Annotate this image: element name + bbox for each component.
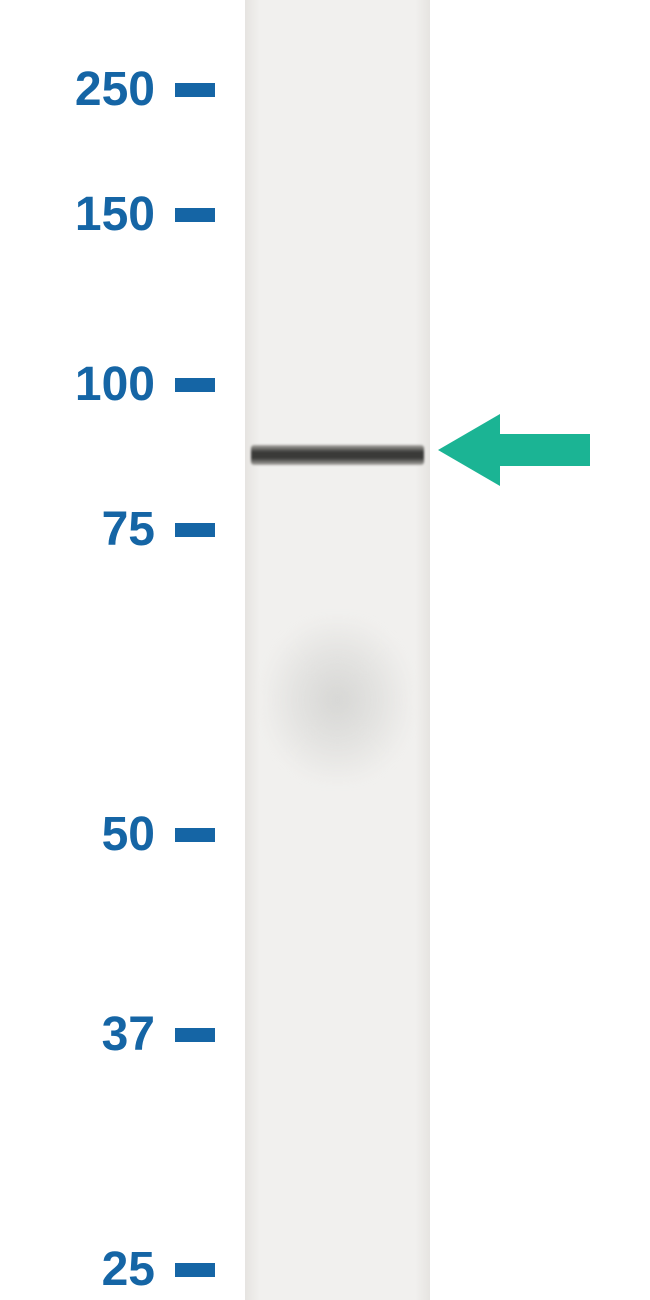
mw-label-37: 37 bbox=[102, 1007, 155, 1062]
mw-tick-75 bbox=[175, 523, 215, 537]
western-blot-figure: 250 150 100 75 50 37 25 bbox=[0, 0, 650, 1300]
mw-label-50: 50 bbox=[102, 807, 155, 862]
arrow-head-icon bbox=[438, 414, 500, 486]
mw-label-250: 250 bbox=[75, 62, 155, 117]
mw-tick-250 bbox=[175, 83, 215, 97]
mw-tick-37 bbox=[175, 1028, 215, 1042]
mw-tick-100 bbox=[175, 378, 215, 392]
arrow-tail bbox=[500, 434, 590, 466]
mw-label-150: 150 bbox=[75, 187, 155, 242]
mw-tick-150 bbox=[175, 208, 215, 222]
mw-tick-25 bbox=[175, 1263, 215, 1277]
mw-label-25: 25 bbox=[102, 1242, 155, 1297]
mw-label-100: 100 bbox=[75, 357, 155, 412]
mw-tick-50 bbox=[175, 828, 215, 842]
mw-label-75: 75 bbox=[102, 502, 155, 557]
